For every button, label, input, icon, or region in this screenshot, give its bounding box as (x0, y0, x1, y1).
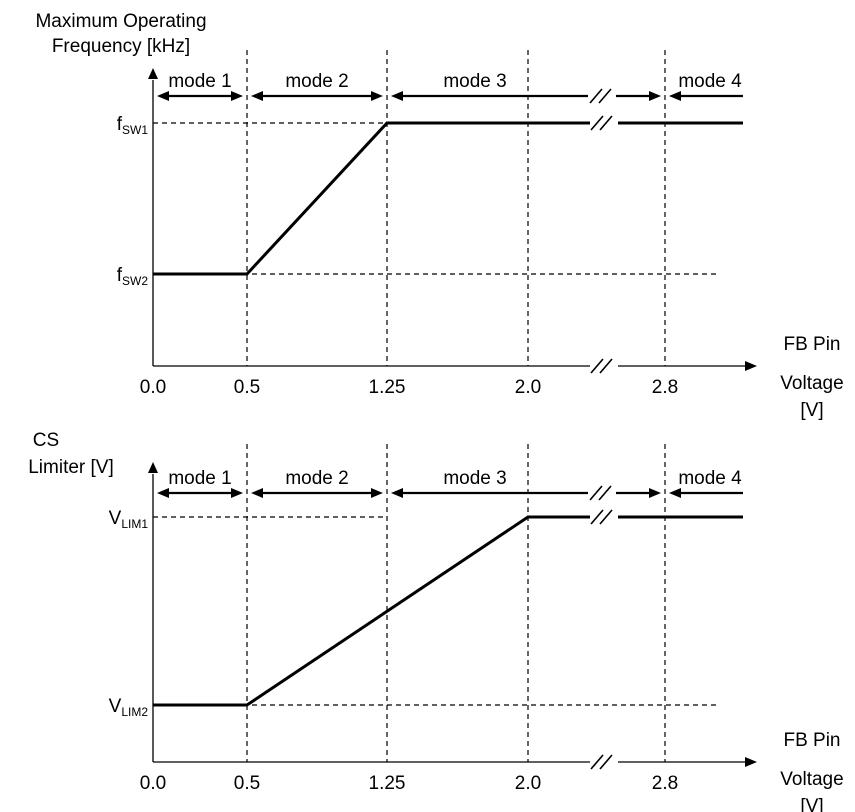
panel2-x-tick-label: 0.5 (234, 773, 260, 794)
panel2-x-tick-label: 2.0 (515, 773, 541, 794)
panel1-mode-label: mode 3 (443, 71, 506, 92)
panel2-mode-arrowhead (231, 488, 243, 498)
panel2-mode-arrowhead (157, 488, 169, 498)
panel1-y-level-label: fSW1 (117, 114, 149, 137)
panel2-mode-arrow-break-mark (598, 485, 612, 501)
panel1-x-axis-break-mark (590, 358, 604, 374)
panel2-x-tick-label: 1.25 (369, 773, 406, 794)
panel2-mode-label: mode 1 (168, 468, 231, 489)
panel1-x-tick-label: 0.5 (234, 377, 260, 398)
panel2-y-axis-arrow (148, 462, 158, 473)
panel2-mode-arrowhead (391, 488, 403, 498)
panel1-x-tick-label: 2.0 (515, 377, 541, 398)
panel1-curve-break-mark (599, 115, 613, 131)
panel1-x-axis-arrow (745, 361, 757, 371)
panel1-x-axis-break-mark (599, 358, 613, 374)
panel1-mode-arrowhead (391, 91, 403, 101)
panel2-series-line (153, 515, 743, 707)
panel2-x-axis-title: Voltage (780, 769, 843, 790)
panel2-mode-arrowhead (649, 488, 661, 498)
panel1-curve-break-mark (590, 115, 604, 131)
panel1-mode-arrowhead (649, 91, 661, 101)
panel1-x-axis-title: [V] (800, 400, 823, 421)
panel2-x-axis-title: FB Pin (783, 730, 840, 751)
panel2-y-axis-title: CS (33, 430, 59, 451)
panel1-mode-arrowhead (157, 91, 169, 101)
panel1-mode-arrowhead (669, 91, 681, 101)
panel1-mode-arrowhead (371, 91, 383, 101)
panel2-mode-label: mode 3 (443, 468, 506, 489)
panel1-mode-arrowhead (251, 91, 263, 101)
panel1-mode-label: mode 1 (168, 71, 231, 92)
panel2-x-tick-label: 0.0 (140, 773, 166, 794)
panel1-x-tick-label: 2.8 (652, 377, 678, 398)
panel1-mode-label: mode 4 (678, 71, 742, 92)
panel2-curve-break-mark (590, 509, 604, 525)
panel2-x-axis-arrow (745, 757, 757, 767)
panel2-x-axis-break-mark (590, 754, 604, 770)
panel2-mode-arrow-break-mark (589, 485, 603, 501)
panel1-y-level-label: fSW2 (117, 265, 149, 288)
panel1-y-axis-title: Maximum Operating (35, 11, 206, 32)
panel1-y-axis-title: Frequency [kHz] (52, 36, 190, 57)
panel2-mode-label: mode 4 (678, 468, 742, 489)
panel1-mode-arrow-break-mark (598, 88, 612, 104)
panel2-x-axis-title: [V] (800, 796, 823, 812)
panel2-mode-arrowhead (669, 488, 681, 498)
panel1-x-axis-title: Voltage (780, 373, 843, 394)
panel2-mode-arrowhead (251, 488, 263, 498)
panel1-x-axis-title: FB Pin (783, 334, 840, 355)
panel2-curve-break-mark (599, 509, 613, 525)
panel1-mode-label: mode 2 (285, 71, 348, 92)
panel2-y-level-label: VLIM1 (109, 508, 149, 531)
panel2-mode-arrowhead (371, 488, 383, 498)
panel2-x-axis-break-mark (599, 754, 613, 770)
panel2-mode-label: mode 2 (285, 468, 348, 489)
panel1-mode-arrow-break-mark (589, 88, 603, 104)
panel1-y-axis-arrow (148, 68, 158, 79)
panel1-series-line (153, 121, 743, 276)
panel1-mode-arrowhead (231, 91, 243, 101)
panel1-x-tick-label: 1.25 (369, 377, 406, 398)
panel1-x-tick-label: 0.0 (140, 377, 166, 398)
panel2-y-level-label: VLIM2 (109, 696, 149, 719)
panel2-y-axis-title: Limiter [V] (28, 457, 114, 478)
panel2-x-tick-label: 2.8 (652, 773, 678, 794)
